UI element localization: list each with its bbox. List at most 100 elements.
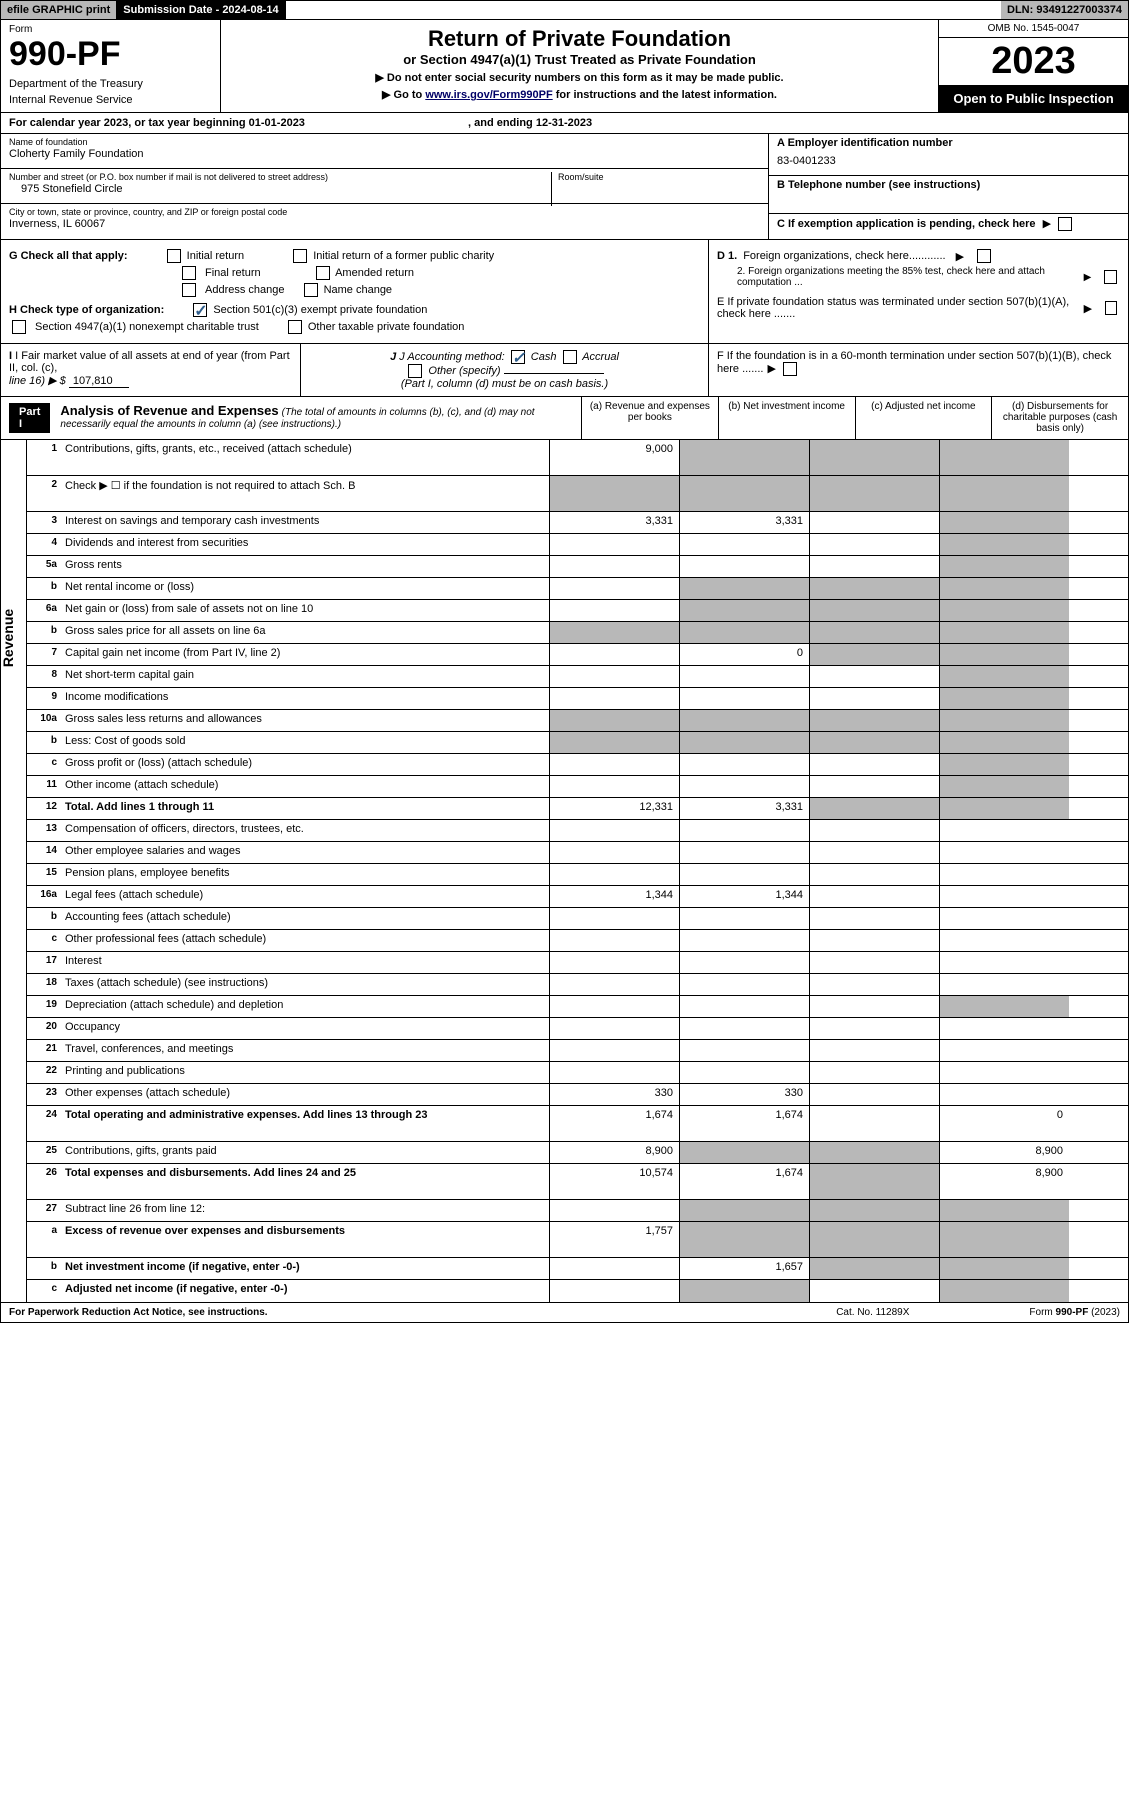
col-c-header: (c) Adjusted net income	[855, 397, 992, 439]
ein: 83-0401233	[777, 155, 1120, 167]
street-row: Number and street (or P.O. box number if…	[1, 169, 768, 204]
fmv-value: 107,810	[69, 375, 129, 388]
header-right: OMB No. 1545-0047 2023 Open to Public In…	[938, 20, 1128, 112]
table-row: 20Occupancy	[27, 1018, 1128, 1040]
table-row: 16aLegal fees (attach schedule)1,3441,34…	[27, 886, 1128, 908]
form-label: Form	[9, 24, 212, 35]
street: 975 Stonefield Circle	[9, 183, 760, 195]
table-row: 24Total operating and administrative exp…	[27, 1106, 1128, 1142]
part1-label: Part I Analysis of Revenue and Expenses …	[1, 397, 581, 439]
form-header: Form 990-PF Department of the Treasury I…	[0, 20, 1129, 113]
cb-initial-return[interactable]	[167, 249, 181, 263]
table-row: 26Total expenses and disbursements. Add …	[27, 1164, 1128, 1200]
checkbox-c[interactable]	[1058, 217, 1072, 231]
table-row: cAdjusted net income (if negative, enter…	[27, 1280, 1128, 1302]
part1-header-row: Part I Analysis of Revenue and Expenses …	[0, 397, 1129, 440]
table-row: 13Compensation of officers, directors, t…	[27, 820, 1128, 842]
table-row: 5aGross rents	[27, 556, 1128, 578]
table-row: 7Capital gain net income (from Part IV, …	[27, 644, 1128, 666]
side-labels: Revenue Operating and Administrative Exp…	[1, 440, 27, 1302]
cb-e[interactable]	[1105, 301, 1117, 315]
table-row: 10aGross sales less returns and allowanc…	[27, 710, 1128, 732]
ein-row: A Employer identification number 83-0401…	[769, 134, 1128, 176]
table-row: 12Total. Add lines 1 through 1112,3313,3…	[27, 798, 1128, 820]
table-row: 4Dividends and interest from securities	[27, 534, 1128, 556]
check-f: F If the foundation is in a 60-month ter…	[708, 344, 1128, 396]
cb-other-method[interactable]	[408, 364, 422, 378]
header-left: Form 990-PF Department of the Treasury I…	[1, 20, 221, 112]
footer-form: Form 990-PF (2023)	[1029, 1307, 1120, 1318]
cb-final-return[interactable]	[182, 266, 196, 280]
foundation-name-row: Name of foundation Cloherty Family Found…	[1, 134, 768, 169]
cb-other-taxable[interactable]	[288, 320, 302, 334]
note-ssn: ▶ Do not enter social security numbers o…	[227, 71, 932, 84]
table-row: bAccounting fees (attach schedule)	[27, 908, 1128, 930]
cb-501c3[interactable]	[193, 303, 207, 317]
side-revenue: Revenue	[0, 609, 16, 667]
table-row: bNet rental income or (loss)	[27, 578, 1128, 600]
col-b-header: (b) Net investment income	[718, 397, 855, 439]
cb-cash[interactable]	[511, 350, 525, 364]
dln: DLN: 93491227003374	[1001, 1, 1128, 19]
table-row: cGross profit or (loss) (attach schedule…	[27, 754, 1128, 776]
cb-accrual[interactable]	[563, 350, 577, 364]
room-suite-label: Room/suite	[551, 172, 604, 206]
table-row: 15Pension plans, employee benefits	[27, 864, 1128, 886]
check-right: D 1. D 1. Foreign organizations, check h…	[708, 240, 1128, 343]
footer-left: For Paperwork Reduction Act Notice, see …	[9, 1307, 268, 1318]
rows-container: 1Contributions, gifts, grants, etc., rec…	[27, 440, 1128, 1302]
entity-block: Name of foundation Cloherty Family Found…	[0, 134, 1129, 240]
cb-d1[interactable]	[977, 249, 991, 263]
cb-name-change[interactable]	[304, 283, 318, 297]
efile-label[interactable]: efile GRAPHIC print	[1, 1, 117, 19]
irs-link[interactable]: www.irs.gov/Form990PF	[425, 89, 552, 101]
table-row: 9Income modifications	[27, 688, 1128, 710]
table-row: 27Subtract line 26 from line 12:	[27, 1200, 1128, 1222]
foundation-name: Cloherty Family Foundation	[9, 148, 760, 160]
entity-left: Name of foundation Cloherty Family Found…	[1, 134, 768, 239]
submission-date: Submission Date - 2024-08-14	[117, 1, 285, 19]
col-d-header: (d) Disbursements for charitable purpose…	[991, 397, 1128, 439]
city-row: City or town, state or province, country…	[1, 204, 768, 238]
table-row: 3Interest on savings and temporary cash …	[27, 512, 1128, 534]
table-row: 6aNet gain or (loss) from sale of assets…	[27, 600, 1128, 622]
main-table: Revenue Operating and Administrative Exp…	[0, 440, 1129, 1303]
tax-year: 2023	[939, 38, 1128, 85]
table-row: 1Contributions, gifts, grants, etc., rec…	[27, 440, 1128, 476]
check-left: G Check all that apply: Initial return I…	[1, 240, 708, 343]
table-row: 25Contributions, gifts, grants paid8,900…	[27, 1142, 1128, 1164]
dept-treasury: Department of the Treasury	[9, 78, 212, 90]
table-row: bLess: Cost of goods sold	[27, 732, 1128, 754]
check-section-g-h: G Check all that apply: Initial return I…	[0, 240, 1129, 344]
table-row: 18Taxes (attach schedule) (see instructi…	[27, 974, 1128, 996]
fair-market-value: I I Fair market value of all assets at e…	[1, 344, 301, 396]
cb-address-change[interactable]	[182, 283, 196, 297]
calendar-year-row: For calendar year 2023, or tax year begi…	[0, 113, 1129, 134]
cb-4947[interactable]	[12, 320, 26, 334]
table-row: cOther professional fees (attach schedul…	[27, 930, 1128, 952]
entity-right: A Employer identification number 83-0401…	[768, 134, 1128, 239]
omb-number: OMB No. 1545-0047	[939, 20, 1128, 38]
top-bar: efile GRAPHIC print Submission Date - 20…	[0, 0, 1129, 20]
form-title: Return of Private Foundation	[227, 26, 932, 52]
phone-row: B Telephone number (see instructions)	[769, 176, 1128, 214]
footer: For Paperwork Reduction Act Notice, see …	[0, 1303, 1129, 1323]
column-headers: (a) Revenue and expenses per books (b) N…	[581, 397, 1128, 439]
cb-f[interactable]	[783, 362, 797, 376]
dept-irs: Internal Revenue Service	[9, 94, 212, 106]
table-row: bGross sales price for all assets on lin…	[27, 622, 1128, 644]
table-row: bNet investment income (if negative, ent…	[27, 1258, 1128, 1280]
table-row: 21Travel, conferences, and meetings	[27, 1040, 1128, 1062]
check-row-i-j-f: I I Fair market value of all assets at e…	[0, 344, 1129, 397]
table-row: 11Other income (attach schedule)	[27, 776, 1128, 798]
col-a-header: (a) Revenue and expenses per books	[581, 397, 718, 439]
footer-cat: Cat. No. 11289X	[836, 1307, 909, 1318]
header-center: Return of Private Foundation or Section …	[221, 20, 938, 112]
cb-d2[interactable]	[1104, 270, 1117, 284]
table-row: 14Other employee salaries and wages	[27, 842, 1128, 864]
table-row: 8Net short-term capital gain	[27, 666, 1128, 688]
open-public: Open to Public Inspection	[939, 85, 1128, 112]
cb-amended[interactable]	[316, 266, 330, 280]
cb-initial-former[interactable]	[293, 249, 307, 263]
table-row: 22Printing and publications	[27, 1062, 1128, 1084]
